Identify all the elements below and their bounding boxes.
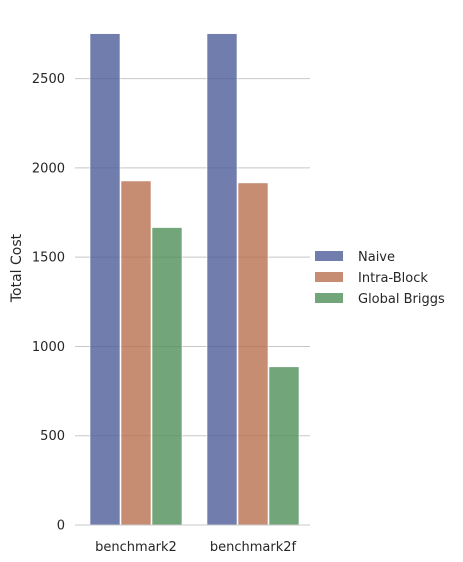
bar-naive-benchmark2f xyxy=(206,33,238,526)
y-tick-label: 1500 xyxy=(32,251,65,266)
y-tick-label: 500 xyxy=(40,429,65,444)
bar-intra-block-benchmark2f xyxy=(237,182,269,526)
bar-intra-block-benchmark2 xyxy=(120,180,152,526)
legend-label: Global Briggs xyxy=(358,292,445,307)
y-tick-labels: 0 500 1000 1500 2000 2500 xyxy=(32,72,65,533)
bar-global-briggs-benchmark2f xyxy=(268,366,300,526)
legend-swatch-global-briggs xyxy=(315,293,343,303)
legend-swatch-naive xyxy=(315,251,343,261)
y-tick-label: 0 xyxy=(57,519,65,534)
y-tick-label: 2000 xyxy=(32,161,65,176)
bar-global-briggs-benchmark2 xyxy=(151,227,183,526)
bars xyxy=(89,33,300,526)
legend-swatch-intra-block xyxy=(315,272,343,282)
legend: Naive Intra-Block Global Briggs xyxy=(315,250,445,307)
x-tick-label: benchmark2f xyxy=(210,540,297,555)
x-tick-labels: benchmark2 benchmark2f xyxy=(95,540,296,555)
y-tick-label: 1000 xyxy=(32,340,65,355)
bar-naive-benchmark2 xyxy=(89,33,121,526)
x-tick-label: benchmark2 xyxy=(95,540,177,555)
legend-label: Intra-Block xyxy=(358,271,428,286)
y-axis-title: Total Cost xyxy=(9,233,25,303)
y-tick-label: 2500 xyxy=(32,72,65,87)
legend-label: Naive xyxy=(358,250,395,265)
